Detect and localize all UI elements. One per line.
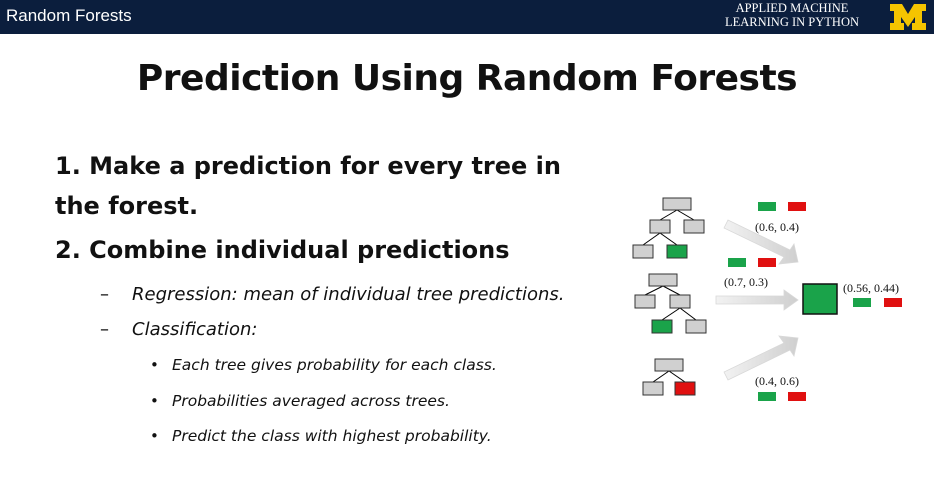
point-1-line-2: the forest.	[55, 192, 199, 220]
class-2-swatch	[758, 258, 776, 267]
sub-bullet-3: Predict the class with highest probabili…	[172, 427, 492, 445]
class-2-swatch	[884, 298, 902, 307]
slide-title: Prediction Using Random Forests	[136, 58, 798, 99]
arrow-3-icon	[723, 335, 799, 381]
random-forest-diagram: (0.6, 0.4) (0.7, 0.3) (0.4, 0.6) (0.56, …	[632, 197, 902, 401]
sub-bullet-2: Probabilities averaged across trees.	[172, 392, 450, 410]
class-2-swatch	[788, 202, 806, 211]
combined-probabilities: (0.56, 0.44)	[843, 281, 899, 295]
tree-2	[634, 273, 707, 334]
class-1-swatch	[853, 298, 871, 307]
class-1-swatch	[728, 258, 746, 267]
university-m-logo-icon	[890, 4, 926, 30]
tree-3	[642, 358, 696, 396]
dash-marker: –	[100, 284, 109, 305]
point-1-line-1: 1. Make a prediction for every tree in	[55, 152, 561, 180]
header-bar: Random Forests APPLIED MACHINE LEARNING …	[0, 0, 934, 34]
tree-2-probabilities: (0.7, 0.3)	[724, 275, 768, 289]
lecture-title: Random Forests	[6, 6, 132, 25]
class-2-swatch	[788, 392, 806, 401]
tree-1	[632, 197, 705, 259]
dash-marker: –	[100, 319, 109, 340]
class-1-swatch	[758, 202, 776, 211]
class-1-swatch	[758, 392, 776, 401]
point-2: 2. Combine individual predictions	[55, 236, 510, 264]
tree-3-probabilities: (0.4, 0.6)	[755, 374, 799, 388]
bullet-marker: •	[150, 427, 159, 445]
bullet-marker: •	[150, 392, 159, 410]
bullet-marker: •	[150, 356, 159, 374]
combined-prediction-box	[802, 283, 838, 315]
arrow-2-icon	[715, 289, 799, 311]
course-name: APPLIED MACHINE LEARNING IN PYTHON	[694, 1, 890, 29]
course-name-line-1: APPLIED MACHINE	[735, 1, 849, 15]
regression-text: Regression: mean of individual tree pred…	[132, 284, 565, 305]
arrow-1-icon	[723, 219, 799, 265]
sub-bullet-1: Each tree gives probability for each cla…	[172, 356, 497, 374]
course-name-line-2: LEARNING IN PYTHON	[724, 15, 859, 29]
classification-text: Classification:	[132, 319, 258, 340]
tree-1-probabilities: (0.6, 0.4)	[755, 220, 799, 234]
